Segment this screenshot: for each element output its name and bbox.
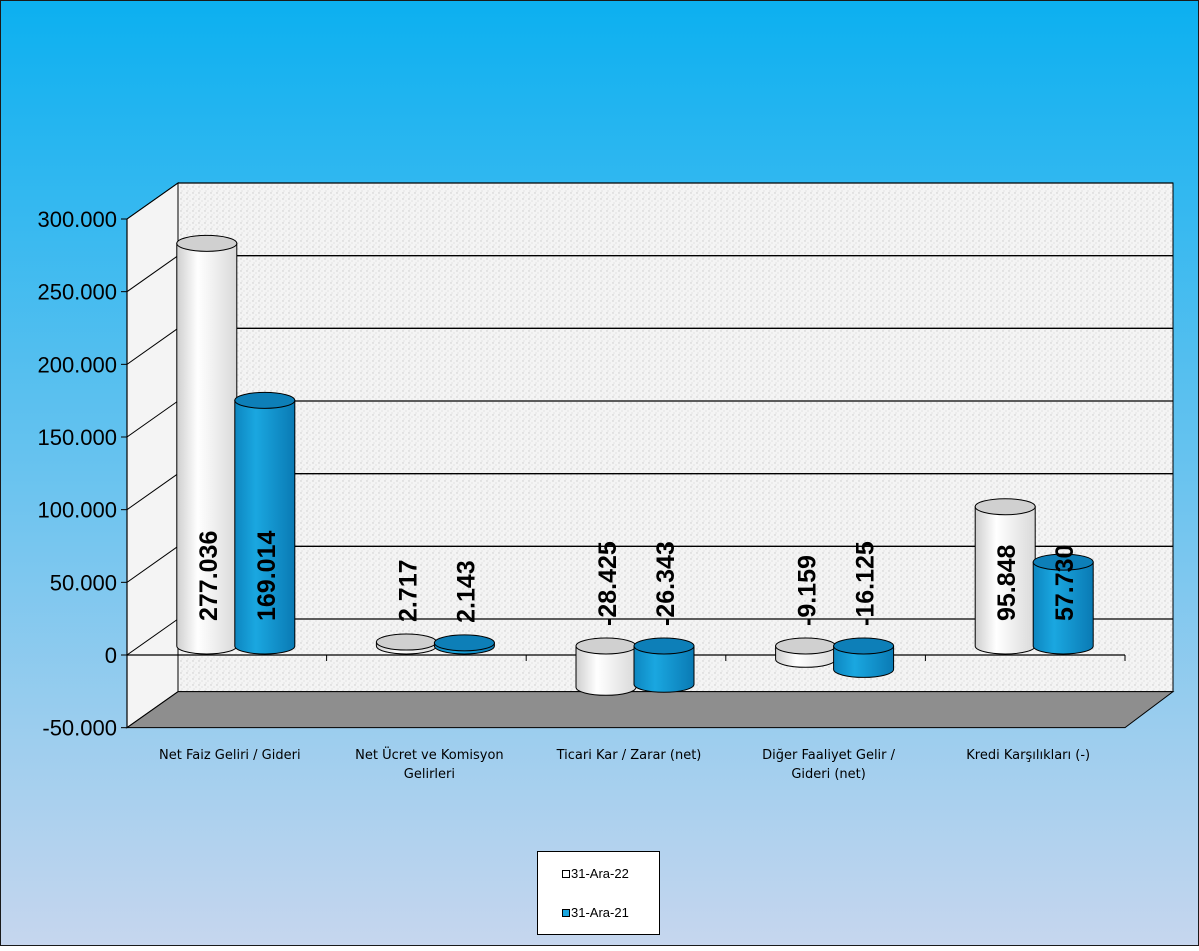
floor [125, 691, 1175, 729]
bar [633, 637, 695, 693]
x-tick-label: Diğer Faaliyet Gelir / [762, 748, 895, 763]
y-tick-label: -50.000 [42, 716, 117, 741]
y-tick-label: 150.000 [37, 425, 117, 450]
y-tick-label: 300.000 [37, 207, 117, 232]
x-tick-label: Ticari Kar / Zarar (net) [556, 748, 702, 763]
legend-item-series-1: 31-Ara-22 [562, 866, 629, 881]
legend-label: 31-Ara-21 [571, 905, 629, 920]
x-tick-label: Kredi Karşılıkları (-) [966, 748, 1090, 763]
data-label: -28.425 [594, 541, 622, 626]
bar-top [575, 637, 637, 655]
bar [375, 633, 437, 655]
bar-top [633, 637, 695, 655]
bar-top [974, 498, 1036, 516]
x-tick-label: Gideri (net) [791, 767, 866, 782]
data-label: -16.125 [852, 541, 880, 626]
bar [1032, 553, 1094, 655]
data-label: 95.848 [993, 544, 1021, 621]
bar-body [633, 645, 695, 693]
gridline-side [126, 545, 179, 583]
side-wall [126, 182, 179, 729]
bar-top [1032, 553, 1094, 571]
y-tick-label: 0 [105, 643, 117, 668]
bar-top [833, 637, 895, 655]
data-label: 277.036 [195, 531, 223, 621]
gridline-side [126, 400, 179, 438]
x-tick-label: Net Faiz Geliri / Gideri [159, 748, 301, 763]
bar-body [575, 645, 637, 696]
y-tick-label: 50.000 [50, 570, 117, 595]
bar-top [234, 391, 296, 409]
bar [833, 637, 895, 678]
bar [234, 391, 296, 655]
y-tick-label: 250.000 [37, 280, 117, 305]
legend-swatch-series-2 [562, 908, 570, 917]
data-label: 57.730 [1051, 545, 1079, 621]
legend-swatch-series-1 [562, 869, 570, 878]
legend-label: 31-Ara-22 [571, 866, 629, 881]
gridline-side [126, 182, 179, 220]
legend-item-series-2: 31-Ara-21 [562, 905, 629, 920]
bar-top [176, 234, 238, 252]
gridline-side [126, 327, 179, 365]
bar [433, 634, 495, 655]
bar [775, 637, 837, 668]
gridline-side [126, 255, 179, 293]
legend: 31-Ara-22 31-Ara-21 [537, 851, 660, 935]
x-tick-label: Net Ücret ve Komisyon [355, 746, 504, 763]
data-label: -26.343 [652, 541, 680, 626]
bar-top [775, 637, 837, 655]
bar-top [433, 634, 495, 652]
bar-top [375, 633, 437, 651]
bar [575, 637, 637, 696]
data-label: 2.717 [394, 559, 422, 622]
bar-body [234, 399, 296, 655]
gridline-side [126, 618, 179, 656]
y-tick-label: 200.000 [37, 352, 117, 377]
data-label: 169.014 [253, 531, 281, 621]
data-label: -9.159 [794, 555, 822, 626]
data-label: 2.143 [452, 560, 480, 623]
y-tick-label: 100.000 [37, 498, 117, 523]
bar-body [833, 645, 895, 678]
x-tick-label: Gelirleri [404, 767, 455, 782]
gridline-side [126, 473, 179, 511]
bar [974, 498, 1036, 655]
bar-body [1032, 561, 1094, 655]
